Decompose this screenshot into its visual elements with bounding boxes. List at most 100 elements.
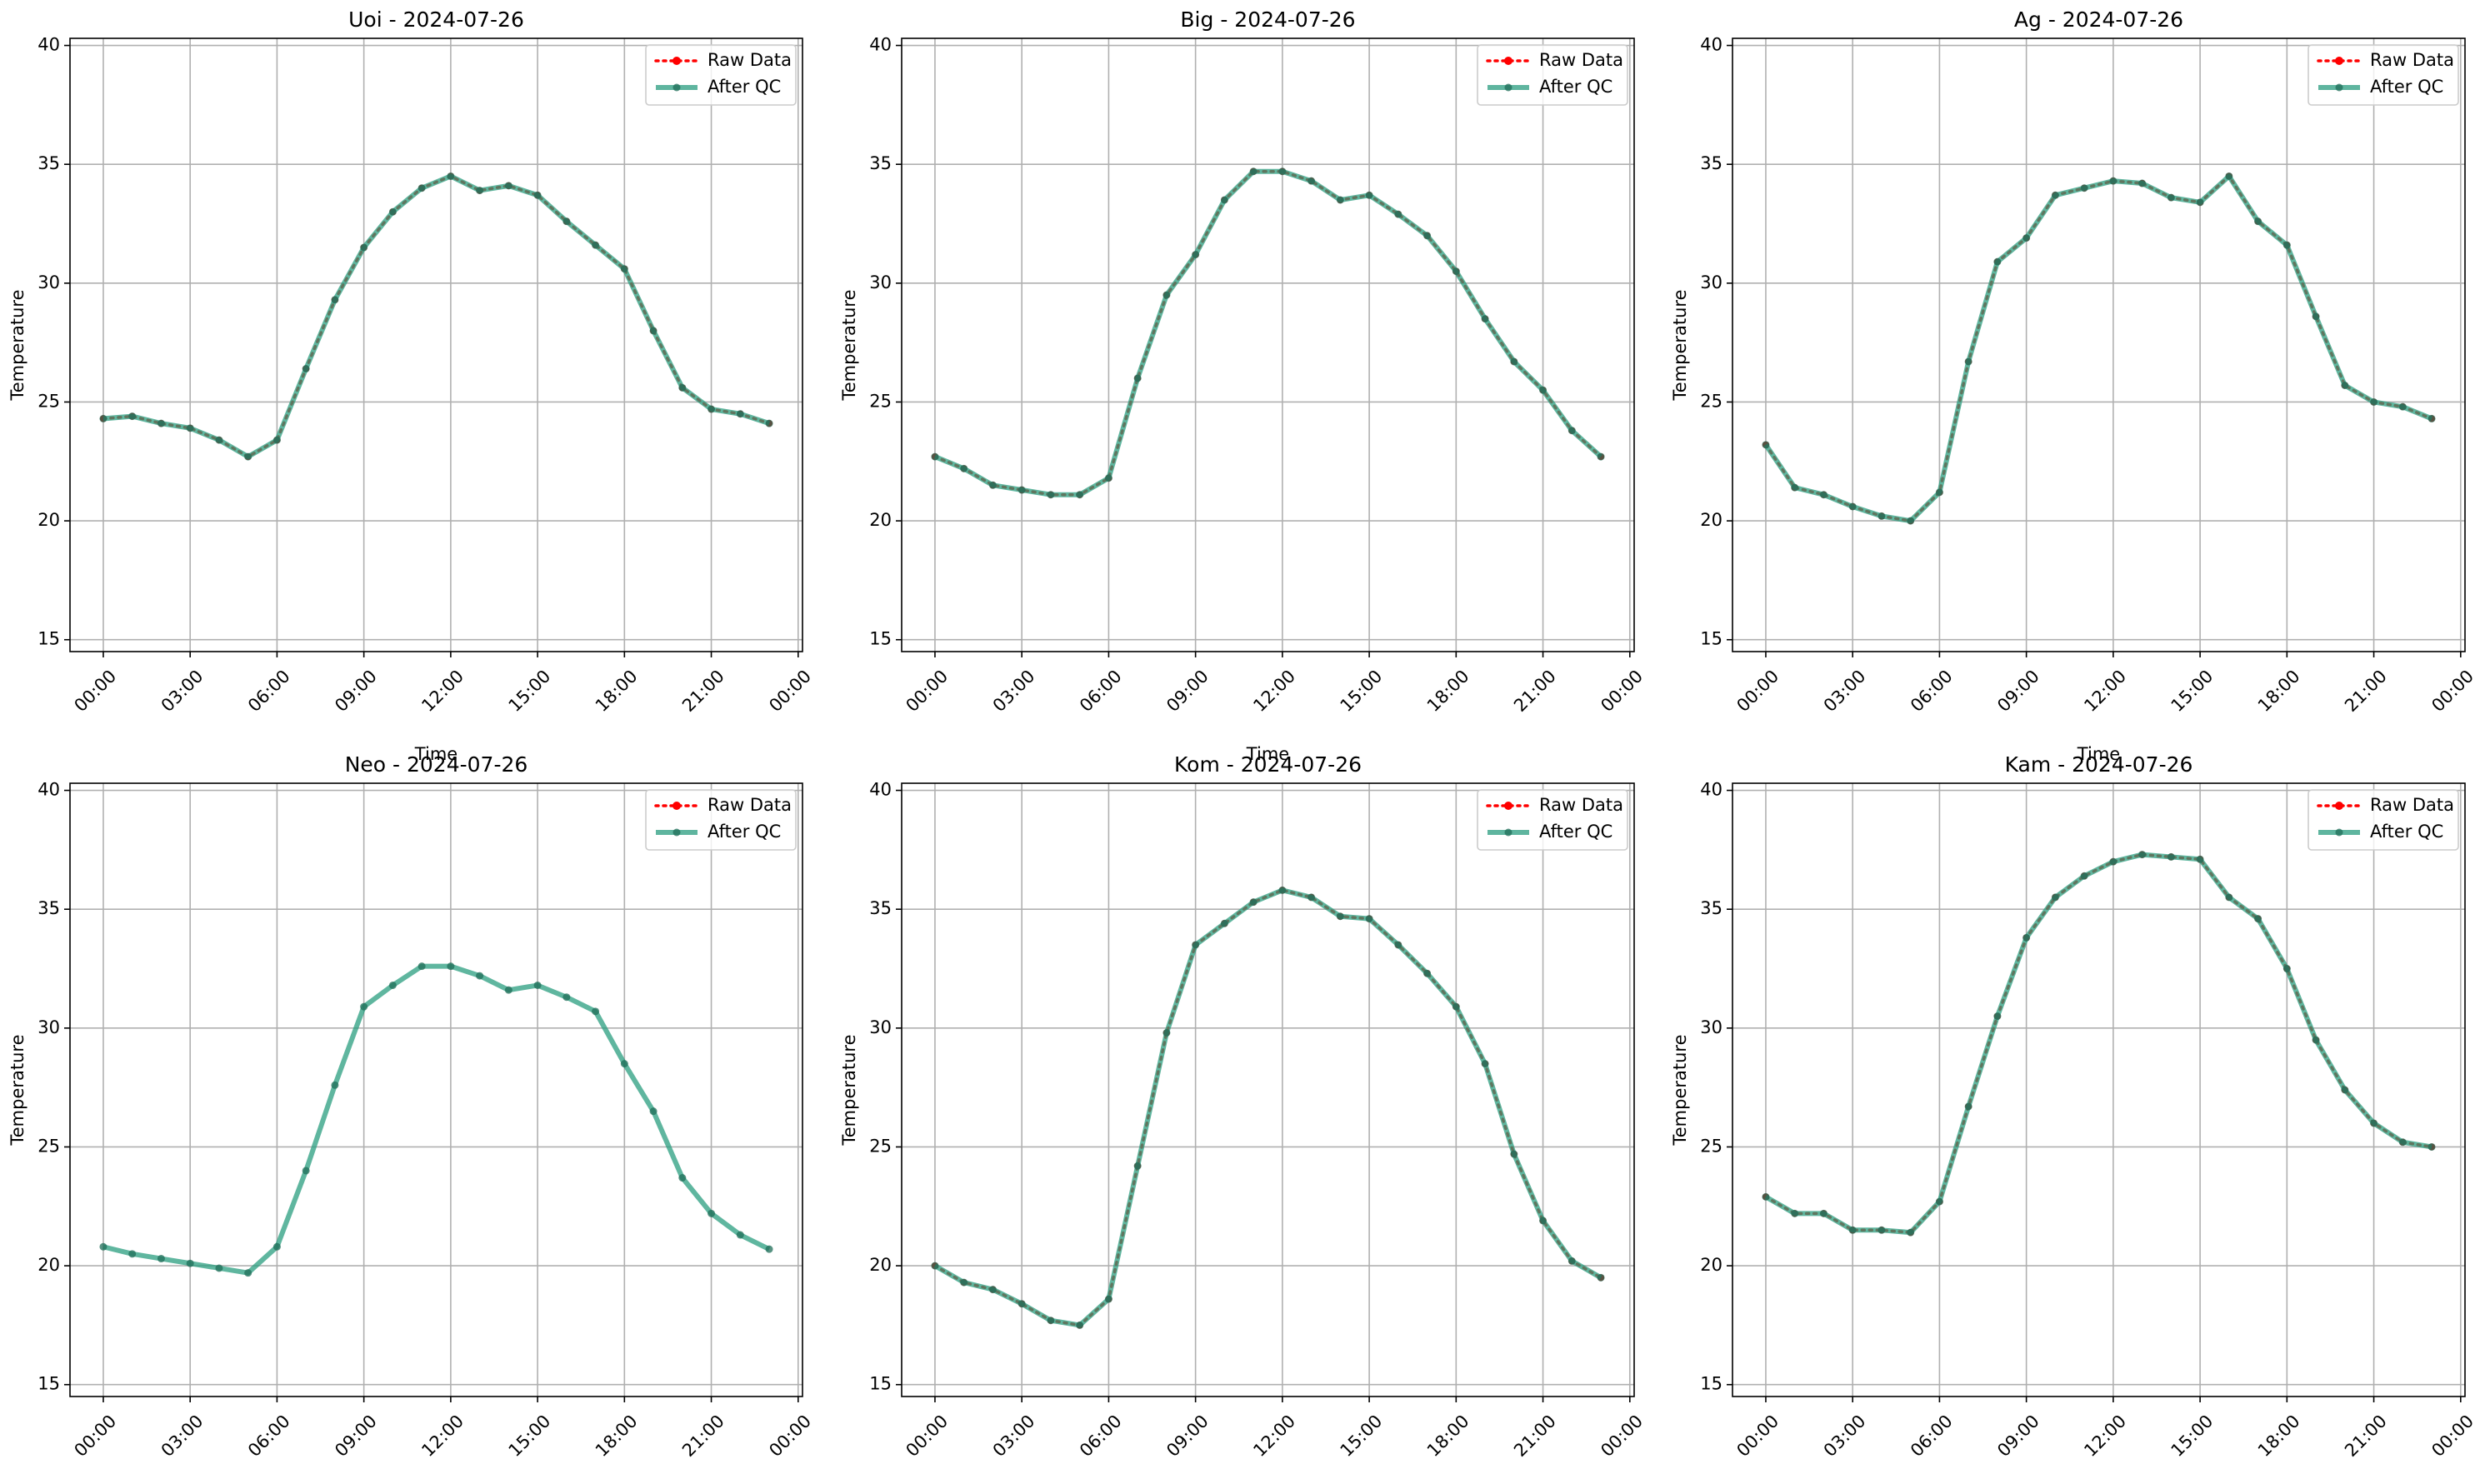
y-tick-label: 40 bbox=[38, 780, 60, 800]
data-point bbox=[2398, 1138, 2407, 1147]
data-point bbox=[2225, 893, 2233, 902]
data-point bbox=[418, 962, 426, 971]
data-point bbox=[678, 383, 687, 392]
x-tick-label: 00:00 bbox=[2428, 1411, 2478, 1461]
chart-title: Ag - 2024-07-26 bbox=[2014, 7, 2183, 32]
x-tick-label: 09:00 bbox=[1993, 666, 2043, 716]
data-point bbox=[302, 365, 310, 373]
legend-marker bbox=[1504, 57, 1512, 65]
x-tick-label: 00:00 bbox=[902, 666, 952, 716]
legend-label: Raw Data bbox=[2370, 50, 2454, 70]
x-tick-label: 12:00 bbox=[1249, 1411, 1299, 1461]
data-point bbox=[1935, 1197, 1943, 1206]
legend-label: Raw Data bbox=[1539, 50, 1623, 70]
x-tick-label: 03:00 bbox=[1820, 666, 1870, 716]
y-tick-label: 30 bbox=[869, 272, 892, 292]
y-tick-label: 30 bbox=[38, 1017, 60, 1037]
data-point bbox=[157, 419, 165, 427]
data-point bbox=[988, 1286, 997, 1294]
y-tick-label: 35 bbox=[869, 153, 892, 173]
data-point bbox=[2051, 893, 2059, 902]
data-line bbox=[933, 168, 1603, 497]
legend-marker bbox=[2335, 57, 2343, 65]
data-point bbox=[1878, 512, 1886, 520]
data-point bbox=[1365, 191, 1373, 199]
x-tick-label: 12:00 bbox=[2080, 666, 2130, 716]
data-point bbox=[1568, 1257, 1576, 1265]
data-point bbox=[1018, 1300, 1026, 1308]
data-point bbox=[960, 1278, 968, 1287]
data-point bbox=[649, 1107, 658, 1116]
data-point bbox=[1481, 1060, 1489, 1068]
data-point bbox=[1481, 315, 1489, 323]
data-point bbox=[1993, 257, 2002, 266]
data-point bbox=[1423, 232, 1432, 240]
data-point bbox=[2109, 177, 2118, 185]
x-tick-label: 18:00 bbox=[1423, 666, 1473, 716]
data-point bbox=[331, 1081, 339, 1089]
x-tick-label: 03:00 bbox=[989, 1411, 1039, 1461]
data-line bbox=[102, 963, 771, 1276]
x-tick-label: 03:00 bbox=[989, 666, 1039, 716]
data-point bbox=[244, 452, 252, 461]
data-point bbox=[2022, 933, 2031, 942]
subplot: 00:00 03:00 06:00 09:00 12:00 15:00 18:00 21:00… bbox=[839, 752, 1647, 1461]
y-tick-label: 35 bbox=[38, 153, 60, 173]
legend: Raw Data After QC bbox=[645, 789, 797, 851]
y-tick-label: 30 bbox=[1700, 1017, 1722, 1037]
data-point bbox=[504, 986, 512, 994]
data-point bbox=[1848, 502, 1857, 511]
x-tick-label: 18:00 bbox=[592, 666, 642, 716]
data-point bbox=[1308, 893, 1316, 902]
data-line bbox=[933, 170, 1602, 497]
data-point bbox=[1278, 886, 1287, 894]
data-point bbox=[447, 172, 455, 180]
data-point bbox=[708, 1209, 716, 1217]
x-tick-label: 21:00 bbox=[2341, 1411, 2391, 1461]
data-point bbox=[931, 452, 939, 461]
data-point bbox=[2370, 1119, 2378, 1127]
y-axis-label: Temperature bbox=[839, 289, 859, 401]
x-tick-label: 00:00 bbox=[2428, 666, 2478, 716]
data-point bbox=[1423, 969, 1432, 977]
data-point bbox=[1394, 210, 1402, 218]
data-point bbox=[1597, 452, 1605, 461]
data-point bbox=[331, 296, 339, 304]
legend-marker bbox=[672, 57, 681, 65]
x-tick-label: 00:00 bbox=[70, 666, 120, 716]
data-point bbox=[1539, 1217, 1548, 1225]
data-point bbox=[1539, 386, 1548, 394]
data-point bbox=[1104, 474, 1112, 482]
legend-marker bbox=[672, 83, 681, 92]
x-tick-label: 00:00 bbox=[1597, 666, 1647, 716]
chart-title: Kom - 2024-07-26 bbox=[1174, 752, 1362, 777]
x-tick-label: 21:00 bbox=[678, 666, 728, 716]
x-tick-label: 03:00 bbox=[158, 1411, 208, 1461]
data-point bbox=[2138, 179, 2147, 187]
y-axis-label: Temperature bbox=[8, 1034, 28, 1146]
x-tick-label: 00:00 bbox=[902, 1411, 952, 1461]
series bbox=[931, 167, 1605, 498]
data-point bbox=[2109, 857, 2118, 866]
legend: Raw Data After QC bbox=[2308, 44, 2459, 106]
data-point bbox=[2022, 234, 2031, 242]
data-point bbox=[186, 424, 194, 432]
legend: Raw Data After QC bbox=[645, 44, 797, 106]
data-point bbox=[2138, 851, 2147, 859]
data-line bbox=[1764, 852, 2432, 1236]
data-point bbox=[960, 464, 968, 472]
legend-marker bbox=[672, 828, 681, 837]
data-point bbox=[1249, 898, 1258, 907]
y-tick-label: 25 bbox=[38, 1136, 60, 1156]
series bbox=[931, 887, 1605, 1329]
data-point bbox=[736, 410, 744, 418]
y-tick-label: 30 bbox=[1700, 272, 1722, 292]
data-point bbox=[2312, 1036, 2320, 1044]
data-point bbox=[388, 981, 397, 989]
data-point bbox=[476, 972, 484, 980]
data-point bbox=[708, 405, 716, 413]
x-tick-label: 09:00 bbox=[1993, 1411, 2043, 1461]
legend-label: Raw Data bbox=[708, 795, 792, 815]
x-tick-label: 09:00 bbox=[331, 1411, 381, 1461]
x-tick-label: 15:00 bbox=[505, 666, 555, 716]
